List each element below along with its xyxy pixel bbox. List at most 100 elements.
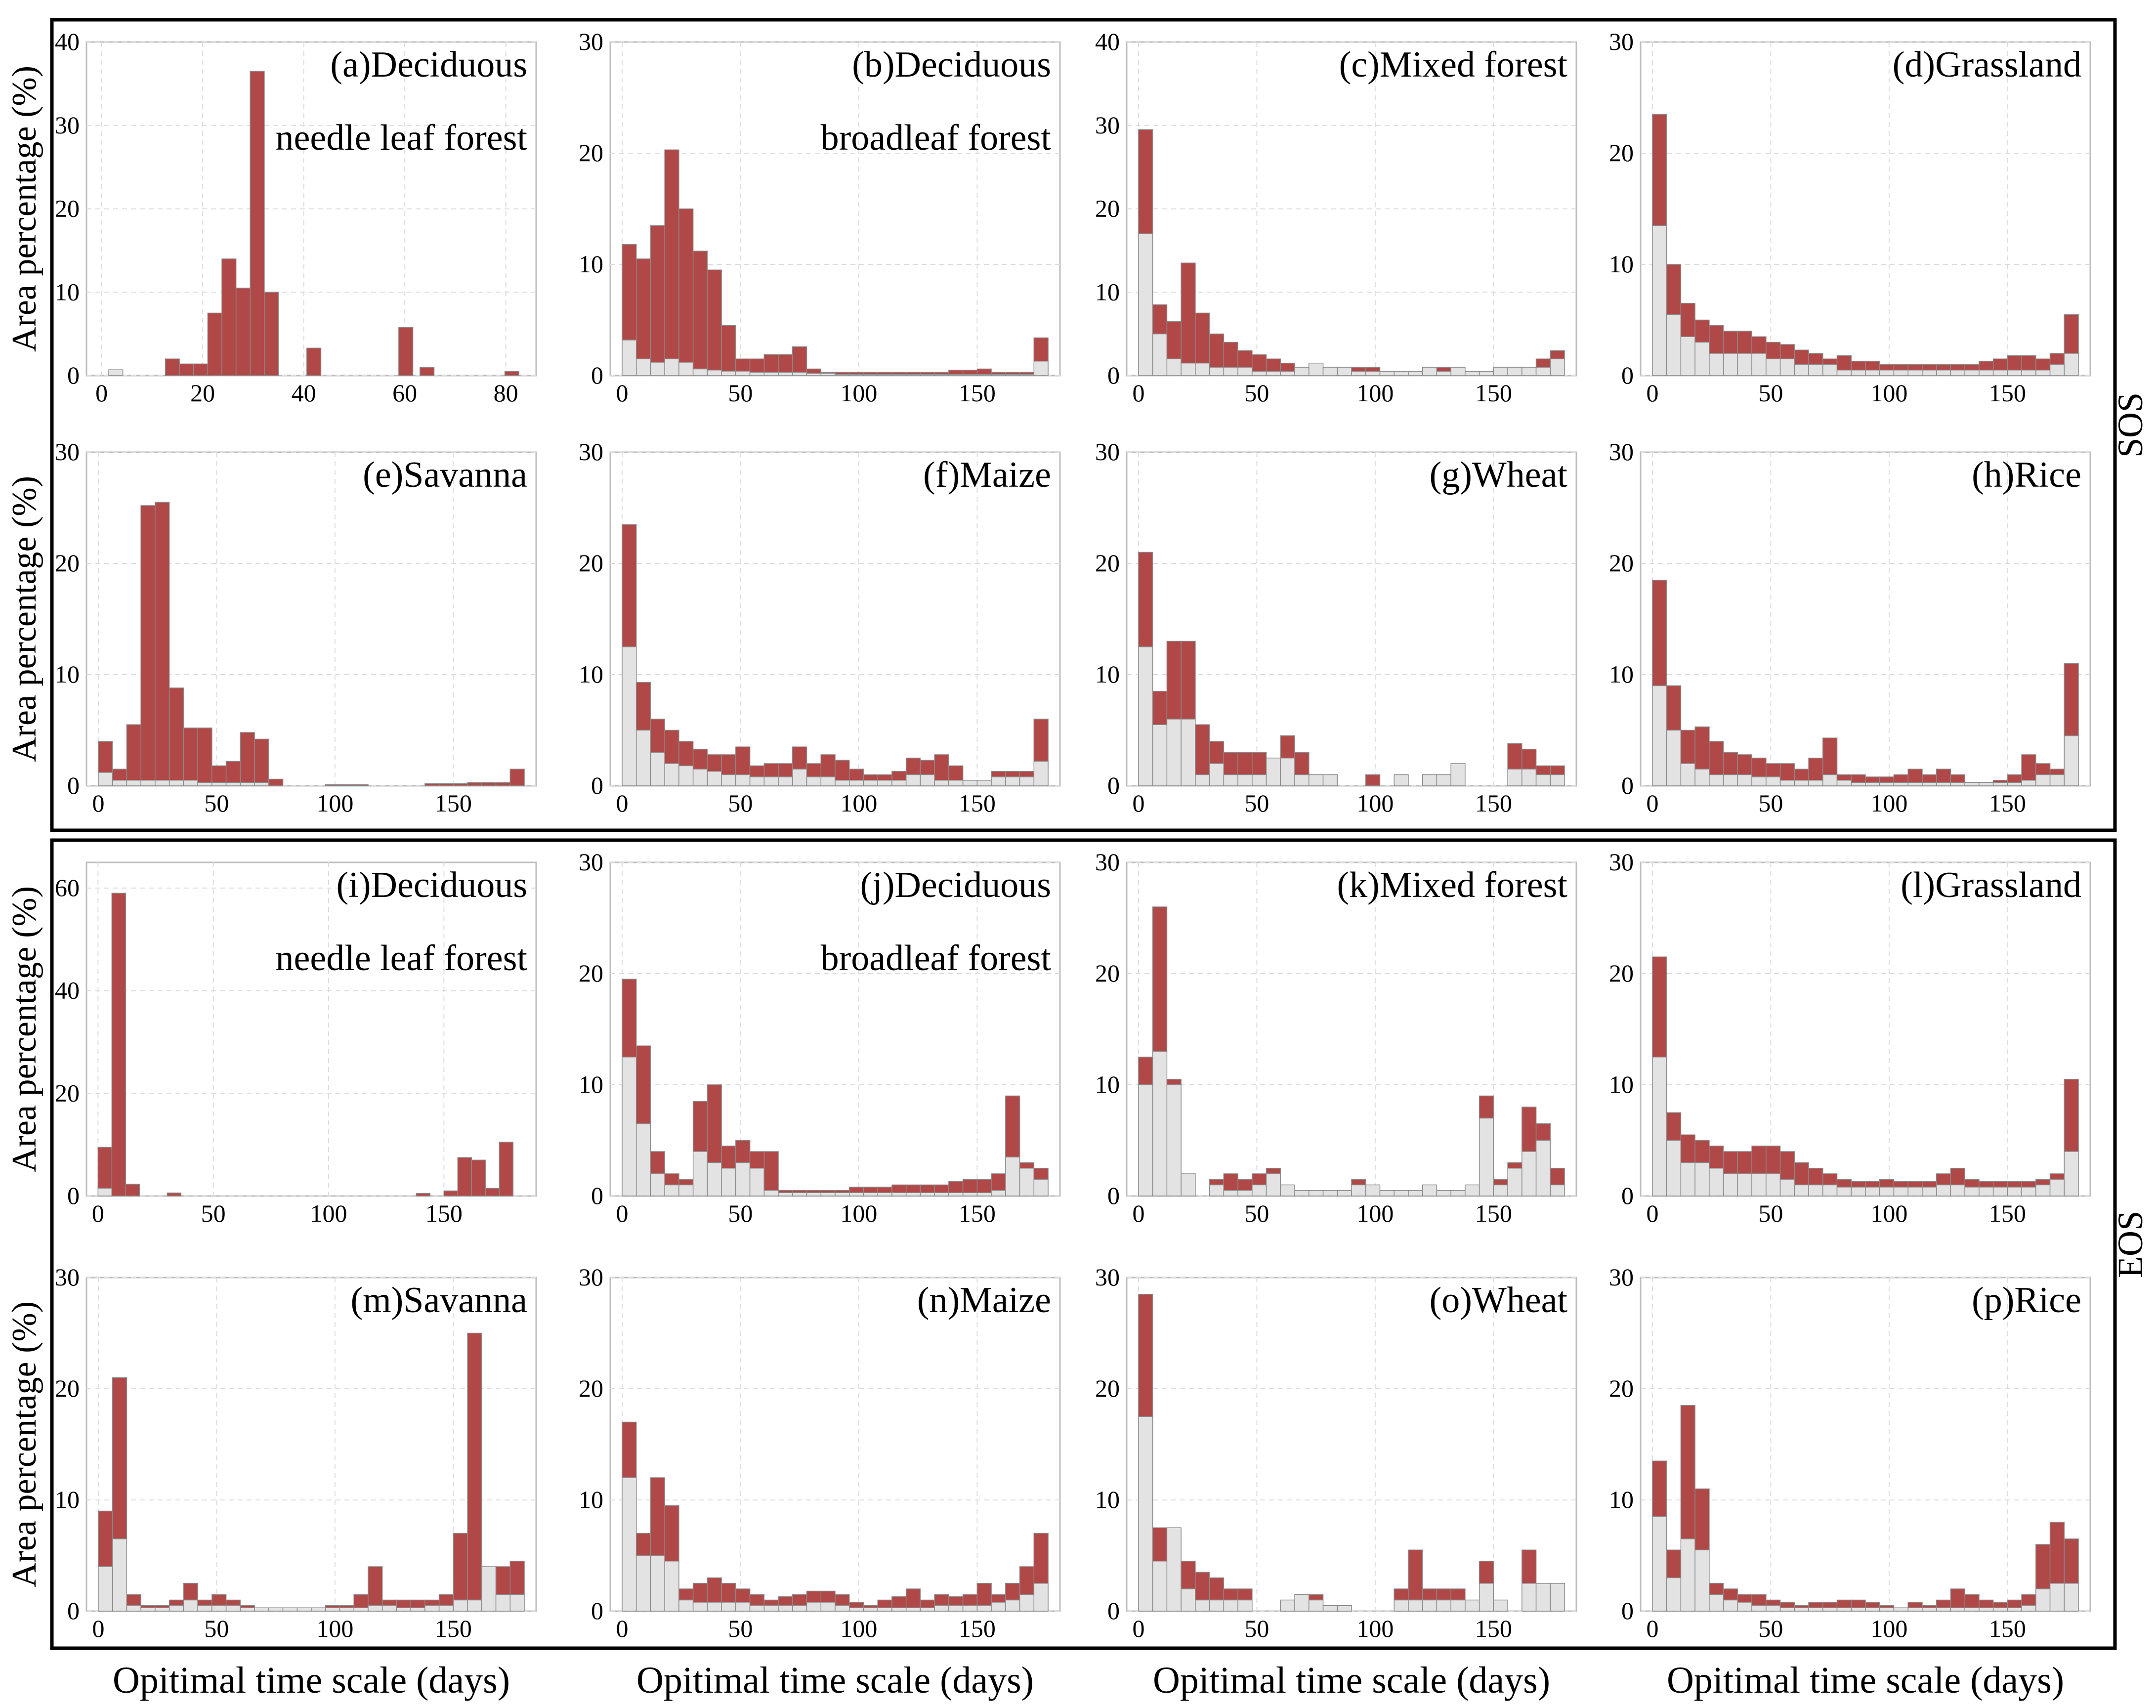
bar-lower	[1138, 1084, 1153, 1196]
bar-upper	[1522, 749, 1537, 769]
bar-lower	[1209, 1599, 1225, 1612]
bar-upper	[991, 1173, 1006, 1191]
x-tick-label: 100	[316, 1615, 353, 1642]
bar-upper	[1223, 752, 1238, 775]
bar-upper	[1436, 1588, 1451, 1601]
bar-upper	[250, 71, 265, 376]
bar-lower	[1964, 782, 1980, 786]
bar-upper	[1766, 1599, 1781, 1606]
bar-lower	[1766, 1173, 1781, 1196]
bar-lower	[1181, 362, 1196, 376]
x-tick-label: 0	[92, 1199, 104, 1227]
bar-upper	[934, 1184, 949, 1193]
bar-lower	[1479, 1583, 1494, 1612]
bar-lower	[635, 1123, 651, 1196]
bar-lower	[749, 372, 765, 376]
bar-lower	[678, 362, 694, 376]
bar-upper	[1794, 349, 1809, 365]
bar-lower	[1209, 367, 1225, 376]
bar-lower	[1779, 780, 1795, 786]
bars	[1652, 1405, 2079, 1612]
bar-upper	[792, 346, 807, 373]
bar-upper	[1851, 1181, 1866, 1188]
bar-upper	[678, 741, 694, 767]
bar-lower	[735, 1162, 751, 1196]
bar-lower	[495, 1594, 511, 1612]
y-tick-label: 0	[591, 1182, 603, 1209]
bar-lower	[763, 1190, 779, 1196]
y-axis-label: Area percentage (%)	[5, 66, 43, 352]
bar-upper	[1751, 1146, 1767, 1174]
bar-lower	[1737, 1173, 1752, 1196]
bar-lower	[1209, 1184, 1225, 1196]
bar-lower	[976, 1605, 992, 1612]
bar-lower	[1322, 1190, 1338, 1196]
bar-lower	[1309, 1599, 1324, 1612]
y-tick-label: 30	[1609, 438, 1634, 466]
bar-upper	[1550, 350, 1565, 359]
bar-lower	[1351, 371, 1366, 376]
bar-upper	[692, 749, 708, 769]
bar-lower	[1223, 367, 1238, 376]
bar-lower	[1922, 782, 1937, 786]
bar-lower	[2035, 370, 2051, 376]
bar-lower	[2021, 370, 2036, 376]
bar-lower	[1737, 1602, 1752, 1612]
figure-labels-layer: Opitimal time scale (days) Opitimal time …	[113, 392, 2150, 1701]
bar-lower	[1237, 774, 1253, 786]
bar-lower	[948, 780, 964, 786]
bar-lower	[1005, 1156, 1020, 1196]
bar-upper	[197, 1599, 212, 1606]
bar-upper	[325, 784, 340, 786]
y-tick-label: 0	[591, 771, 603, 799]
bar-lower	[877, 374, 892, 376]
y-tick-label: 0	[67, 1182, 80, 1209]
bar-lower	[240, 1607, 255, 1612]
bar-upper	[1365, 774, 1381, 786]
bar-upper	[1709, 1146, 1724, 1169]
bar-lower	[1893, 782, 1908, 786]
bar-lower	[962, 1605, 978, 1612]
bar-lower	[98, 1566, 113, 1612]
bar-lower	[1195, 774, 1210, 786]
x-tick-label: 0	[1646, 1199, 1658, 1227]
panel-8: 0 50 100 150 0 20 40 60 (i)Deciduous needle leaf …	[5, 861, 537, 1227]
bar-lower	[1337, 367, 1352, 376]
x-tick-label: 0	[92, 1615, 104, 1642]
y-tick-label: 30	[579, 848, 603, 876]
panel-label: needle leaf forest	[276, 118, 528, 158]
bar-lower	[1751, 776, 1767, 786]
bar-upper	[778, 763, 793, 777]
bar-lower	[155, 780, 170, 786]
y-tick-label: 20	[579, 959, 603, 987]
bar-upper	[920, 760, 935, 775]
plot-area	[609, 451, 1061, 787]
bar-lower	[891, 1192, 907, 1196]
bar-lower	[1851, 370, 1866, 376]
bar-upper	[622, 244, 637, 341]
bar-upper	[1652, 114, 1667, 226]
bars	[1138, 1294, 1565, 1612]
bar-upper	[1280, 735, 1295, 759]
bar-lower	[735, 1602, 751, 1612]
bar-lower	[183, 1599, 198, 1612]
bar-upper	[1195, 1572, 1210, 1601]
bar-lower	[622, 340, 637, 376]
x-tick-label: 100	[1356, 789, 1394, 817]
panel-label: (d)Grassland	[1893, 44, 2081, 85]
bar-upper	[1893, 1181, 1908, 1188]
bar-lower	[1979, 1187, 1994, 1196]
bar-lower	[1450, 367, 1466, 376]
x-tick-label: 0	[92, 789, 104, 817]
bar-upper	[1694, 1488, 1710, 1550]
bar-lower	[664, 1184, 679, 1196]
y-tick-label: 20	[1095, 959, 1120, 987]
bar-upper	[396, 1599, 411, 1608]
bar-upper	[692, 1583, 708, 1603]
bar-lower	[1723, 353, 1738, 376]
x-tick-label: 50	[1758, 1615, 1783, 1642]
bar-upper	[2035, 1179, 2051, 1186]
bar-lower	[1138, 646, 1153, 786]
x-tick-label: 150	[959, 1199, 996, 1227]
x-tick-label: 50	[201, 1199, 226, 1227]
